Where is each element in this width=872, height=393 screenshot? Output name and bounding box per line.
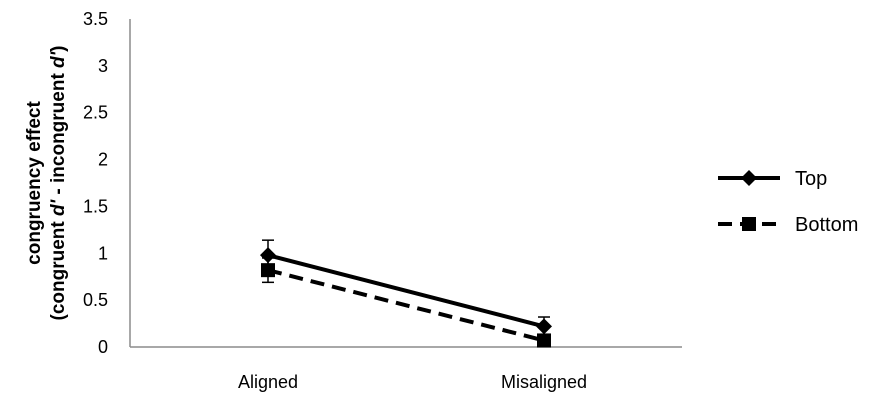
legend: Top Bottom: [718, 168, 858, 236]
x-tick-labels: Aligned Misaligned: [238, 372, 587, 392]
legend-item-top: Top: [718, 168, 827, 190]
y-tick-label: 1: [98, 243, 108, 263]
legend-item-bottom: Bottom: [718, 214, 858, 236]
series-layer: [260, 239, 552, 348]
y-tick-label: 3.5: [83, 9, 108, 29]
series-top: [260, 239, 552, 337]
series-line-top: [267, 253, 545, 329]
legend-label: Bottom: [795, 214, 858, 236]
y-tick-label: 1.5: [83, 196, 108, 216]
data-point-top: [260, 247, 276, 264]
x-tick-label: Aligned: [238, 372, 298, 392]
legend-label: Top: [795, 168, 827, 190]
series-bottom: [261, 257, 551, 348]
y-tick-label: 2.5: [83, 103, 108, 123]
data-point-top: [536, 318, 552, 335]
y-tick-labels: 0 0.5 1 1.5 2 2.5 3 3.5: [83, 9, 108, 357]
y-tick-label: 3: [98, 56, 108, 76]
y-tick-label: 0: [98, 337, 108, 357]
legend-marker: [742, 217, 756, 231]
y-tick-label: 0.5: [83, 290, 108, 310]
legend-marker: [741, 170, 757, 186]
x-tick-label: Misaligned: [501, 372, 587, 392]
y-axis-title-line1: congruency effect: [24, 101, 45, 265]
data-point-bottom: [537, 333, 551, 348]
y-axis-title-line2: (congruent d' - incongruent d'): [48, 45, 69, 320]
y-axis-title: congruency effect (congruent d' - incong…: [24, 45, 69, 320]
y-tick-label: 2: [98, 150, 108, 170]
series-line-bottom: [267, 268, 545, 343]
data-point-bottom: [261, 263, 275, 278]
